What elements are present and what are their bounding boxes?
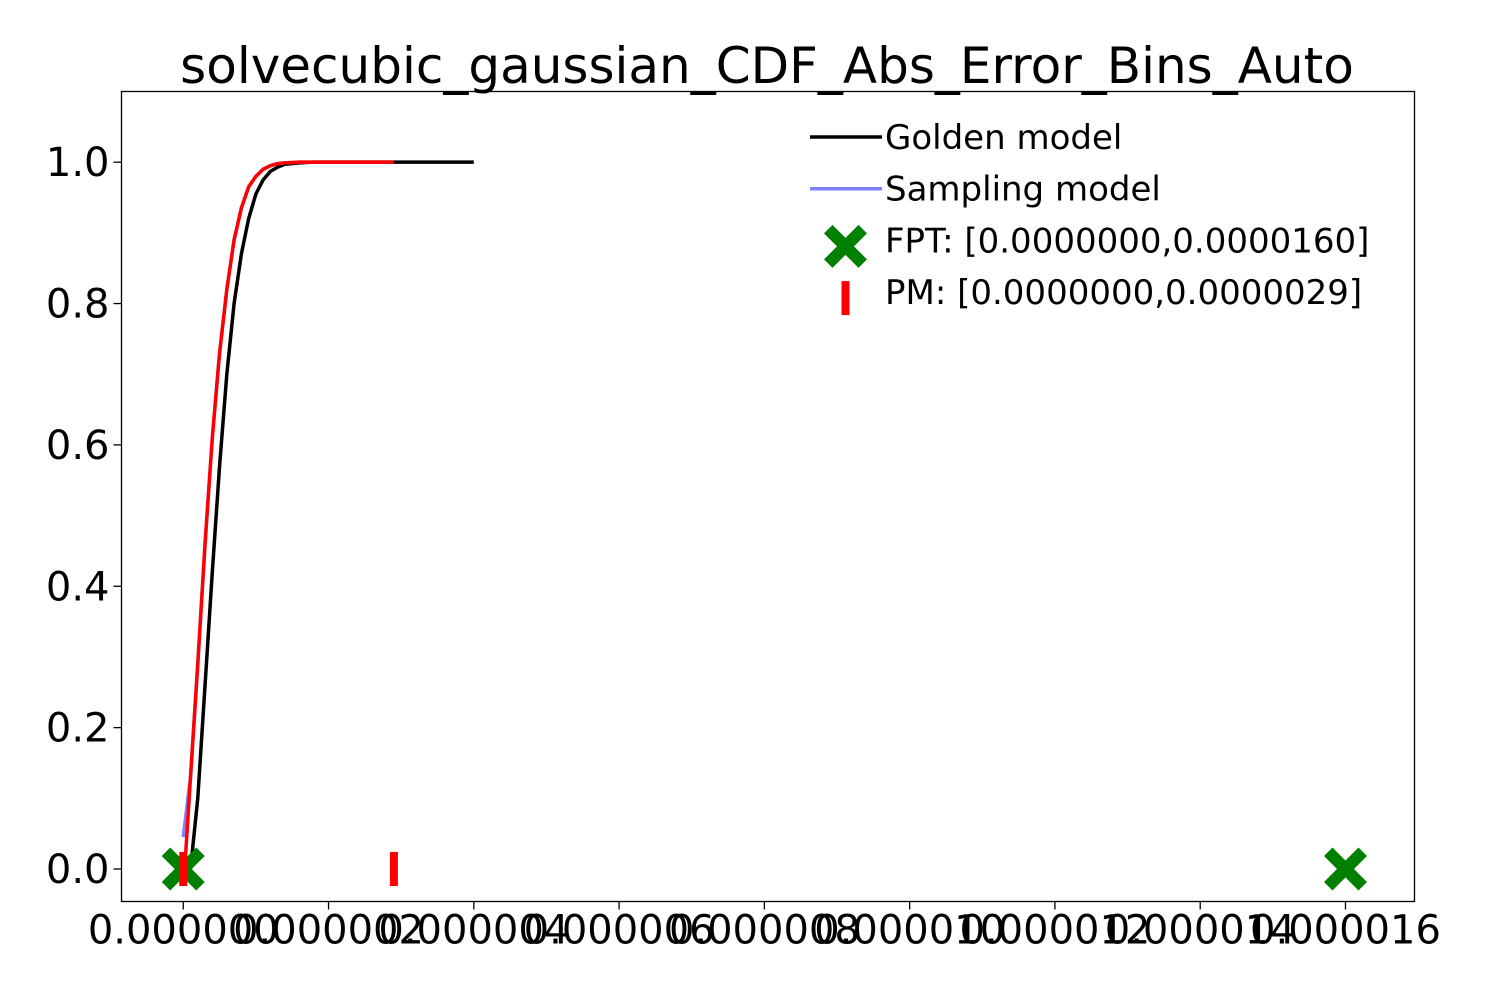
y-axis: 0.0 0.2 0.4 0.6 0.8 1.0 (46, 140, 122, 893)
x-tick-label: 0.000014 (1105, 908, 1296, 954)
legend-fpt-swatch (824, 224, 867, 268)
y-tick-label: 0.2 (46, 706, 110, 752)
x-tick-label: 0.000008 (669, 908, 860, 954)
x-tick-label: 0.000000 (88, 908, 279, 954)
y-tick-label: 0.4 (46, 564, 110, 610)
series-line-0 (188, 160, 474, 870)
y-tick-label: 0.8 (46, 282, 110, 328)
y-tick-label: 0.6 (46, 423, 110, 469)
legend-fpt-label: FPT: [0.0000000,0.0000160] (885, 221, 1369, 261)
legend-golden-model-label: Golden model (885, 118, 1122, 158)
x-tick-label: 0.000016 (1250, 908, 1441, 954)
series-markers (161, 847, 1367, 891)
fpt-marker (1324, 847, 1367, 891)
x-tick-label: 0.000006 (524, 908, 715, 954)
y-tick-label: 1.0 (46, 140, 110, 186)
legend: Golden model Sampling model FPT: [0.000000… (810, 118, 1369, 316)
x-tick-label: 0.000012 (960, 908, 1151, 954)
x-tick-label: 0.000004 (378, 908, 569, 954)
chart-title: solvecubic_gaussian_CDF_Abs_Error_Bins_A… (180, 37, 1354, 95)
x-tick-label: 0.000010 (814, 908, 1005, 954)
x-tick-label: 0.000002 (233, 908, 424, 954)
plot-area-frame (120, 90, 1416, 903)
series-line-2 (182, 160, 394, 871)
legend-pm-label: PM: [0.0000000,0.0000029] (885, 273, 1362, 313)
series-lines (181, 160, 474, 871)
legend-sampling-model-label: Sampling model (885, 170, 1161, 210)
series-line-1 (181, 160, 394, 838)
y-tick-label: 0.0 (46, 847, 110, 893)
x-axis: 0.0000000.0000020.0000040.0000060.000008… (88, 901, 1441, 954)
